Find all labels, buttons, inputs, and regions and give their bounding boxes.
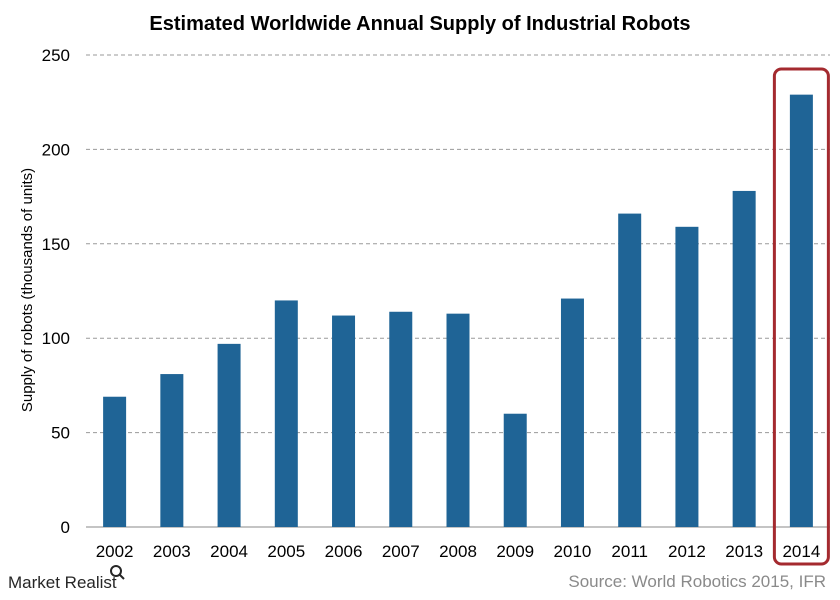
x-tick-label-2004: 2004 xyxy=(210,542,248,561)
x-tick-label-2012: 2012 xyxy=(668,542,706,561)
x-tick-label-2011: 2011 xyxy=(611,542,648,561)
bar-2008 xyxy=(446,313,470,527)
y-tick-label-150: 150 xyxy=(42,235,70,254)
y-axis-label: Supply of robots (thousands of units) xyxy=(19,168,36,412)
bar-2013 xyxy=(732,190,756,527)
x-tick-label-2005: 2005 xyxy=(267,542,305,561)
bar-2010 xyxy=(560,298,584,527)
bar-2007 xyxy=(389,311,413,527)
bars xyxy=(103,94,813,528)
magnifier-icon xyxy=(110,565,122,577)
y-tick-label-200: 200 xyxy=(42,140,70,159)
x-tick-label-2010: 2010 xyxy=(554,542,592,561)
source-note: Source: World Robotics 2015, IFR xyxy=(568,572,826,591)
y-tick-label-250: 250 xyxy=(42,46,70,65)
bar-2014 xyxy=(789,94,813,527)
chart-title: Estimated Worldwide Annual Supply of Ind… xyxy=(149,13,690,35)
y-tick-label-50: 50 xyxy=(51,424,70,443)
bar-2004 xyxy=(217,343,241,527)
brand-name: Market Realist xyxy=(8,573,117,592)
bar-2005 xyxy=(274,300,298,527)
y-tick-label-0: 0 xyxy=(61,518,70,537)
bar-2011 xyxy=(618,213,642,528)
y-tick-label-100: 100 xyxy=(42,329,70,348)
bar-2012 xyxy=(675,226,699,528)
x-tick-label-2014: 2014 xyxy=(782,542,820,561)
x-tick-label-2009: 2009 xyxy=(496,542,534,561)
x-tick-label-2003: 2003 xyxy=(153,542,191,561)
x-tick-label-2006: 2006 xyxy=(325,542,363,561)
magnifier-handle xyxy=(118,573,125,580)
highlight-box-2014 xyxy=(772,67,830,566)
bar-2002 xyxy=(103,396,127,527)
x-tick-label-2013: 2013 xyxy=(725,542,763,561)
x-tick-label-2002: 2002 xyxy=(96,542,134,561)
x-tick-labels: 2002 2003 2004 2005 2006 2007 2008 2009 2010 2011… xyxy=(96,542,821,561)
y-tick-labels: 0 50 100 150 200 250 xyxy=(42,46,70,537)
bar-2009 xyxy=(503,413,527,527)
x-tick-label-2007: 2007 xyxy=(382,542,420,561)
brand-logo: Market Realist xyxy=(8,565,125,592)
bar-2003 xyxy=(160,374,184,527)
x-tick-label-2008: 2008 xyxy=(439,542,477,561)
bar-2006 xyxy=(332,315,356,527)
